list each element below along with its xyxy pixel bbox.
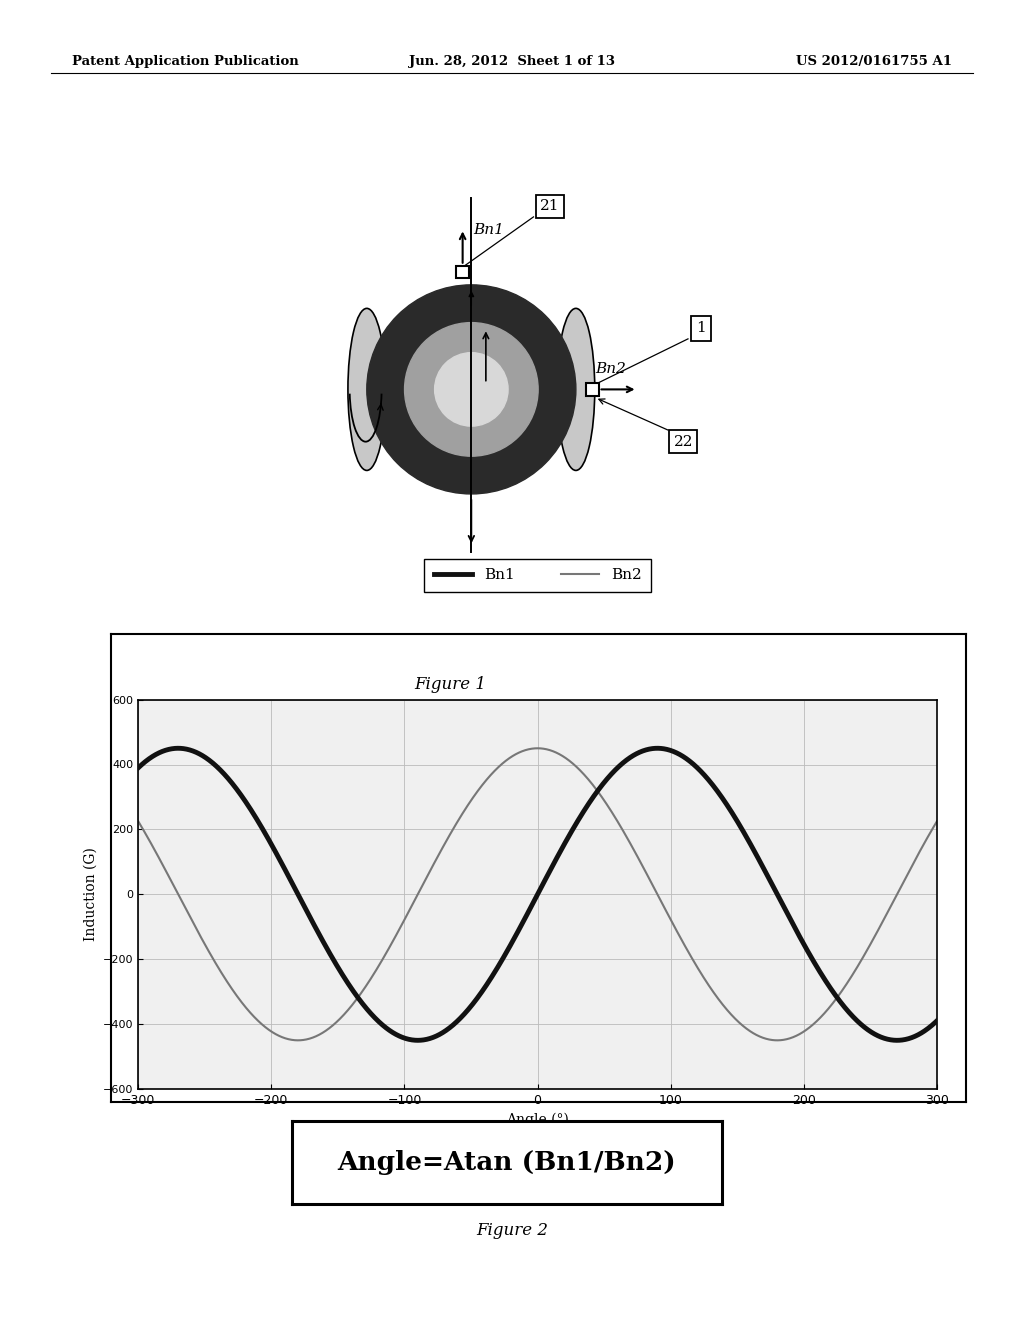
Bn2 xyxy=(762,1031,774,1047)
Bn2 xyxy=(531,741,544,756)
Bn2 xyxy=(173,888,185,904)
Bn1 xyxy=(908,1028,921,1044)
Circle shape xyxy=(367,285,575,494)
Text: US 2012/0161755 A1: US 2012/0161755 A1 xyxy=(797,55,952,69)
Text: Angle=Atan (Bn1/Bn2): Angle=Atan (Bn1/Bn2) xyxy=(338,1150,676,1175)
Line: Bn1: Bn1 xyxy=(138,748,937,1040)
Bn2 xyxy=(521,742,534,758)
Bn2 xyxy=(132,813,144,829)
Bn1 xyxy=(521,907,534,923)
Bn1 xyxy=(762,869,774,884)
Text: 22: 22 xyxy=(674,434,693,449)
Text: 1: 1 xyxy=(696,321,706,335)
Text: Patent Application Publication: Patent Application Publication xyxy=(72,55,298,69)
Bn1 xyxy=(172,741,184,756)
X-axis label: Angle (°): Angle (°) xyxy=(506,1113,569,1127)
Bn1 xyxy=(500,945,512,961)
Bar xyxy=(586,383,599,396)
Text: Bn1: Bn1 xyxy=(473,223,504,238)
Bn1 xyxy=(908,1028,921,1044)
Text: Jun. 28, 2012  Sheet 1 of 13: Jun. 28, 2012 Sheet 1 of 13 xyxy=(409,55,615,69)
Circle shape xyxy=(404,322,539,457)
Bn2 xyxy=(931,813,943,829)
Line: Bn2: Bn2 xyxy=(138,748,937,1040)
Bn1 xyxy=(132,760,144,776)
Bn1 xyxy=(173,741,185,756)
Bn1 xyxy=(931,1012,943,1028)
Legend: Bn1, Bn2: Bn1, Bn2 xyxy=(424,560,651,591)
Bn2 xyxy=(500,752,512,768)
Bar xyxy=(457,265,469,279)
Ellipse shape xyxy=(348,309,386,470)
Bn2 xyxy=(908,854,921,870)
Y-axis label: Induction (G): Induction (G) xyxy=(83,847,97,941)
Bn2 xyxy=(908,853,921,869)
Text: 21: 21 xyxy=(540,199,559,214)
Text: Bn2: Bn2 xyxy=(595,362,626,376)
Bn1 xyxy=(891,1032,903,1048)
Ellipse shape xyxy=(557,309,595,470)
Text: Figure 1: Figure 1 xyxy=(415,676,486,693)
Text: Figure 2: Figure 2 xyxy=(476,1222,548,1239)
Circle shape xyxy=(434,352,508,426)
Bn2 xyxy=(292,1032,304,1048)
